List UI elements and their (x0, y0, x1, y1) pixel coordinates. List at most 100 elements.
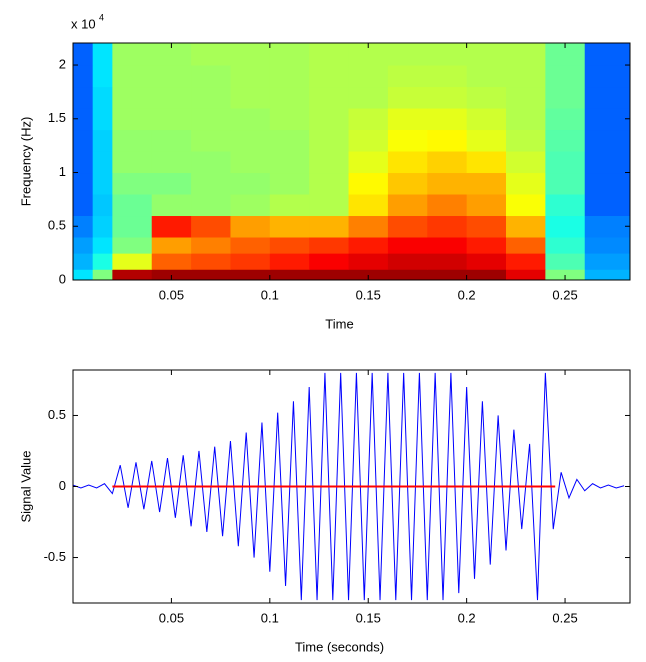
spectrogram-cell (545, 253, 586, 270)
spectrogram-cell (191, 65, 231, 88)
spectrogram-cell (191, 215, 231, 238)
spectrogram-cell (151, 151, 192, 174)
spectrogram-cell (92, 108, 113, 131)
spectrogram-cell (92, 129, 113, 152)
spectrogram-cell (348, 237, 389, 254)
spectrogram-cell (584, 129, 630, 152)
spectrogram-cell (92, 253, 113, 270)
spectrogram-cell (309, 253, 350, 270)
spectrogram-cell (269, 253, 310, 270)
spectrogram-cell (427, 129, 468, 152)
spectrogram-cell (545, 215, 586, 238)
spectrogram-cell (191, 108, 231, 131)
y-tick-label: 1 (59, 164, 66, 179)
spectrogram-cell (545, 172, 586, 195)
y-tick-label: 2 (59, 56, 66, 71)
spectrogram-cell (466, 172, 507, 195)
spectrogram-cell (545, 86, 586, 109)
x-tick-label: 0.1 (261, 610, 279, 625)
spectrogram-cell (230, 253, 271, 270)
spectrogram-cell (151, 269, 192, 280)
spectrogram-cell (387, 86, 428, 109)
spectrogram-cell (151, 172, 192, 195)
spectrogram-cell (309, 65, 350, 88)
spectrogram-cell (73, 253, 94, 270)
spectrogram-cell (112, 194, 153, 217)
spectrogram-cell (269, 43, 310, 66)
x-tick-label: 0.2 (458, 610, 476, 625)
spectrogram-cell (151, 65, 192, 88)
y-tick-label: 0.5 (48, 218, 66, 233)
spectrogram-cell (73, 269, 94, 280)
spectrogram-cell (348, 129, 389, 152)
spectrogram-cell (230, 172, 271, 195)
x-tick-label: 0.25 (552, 610, 577, 625)
spectrogram-cell (545, 269, 586, 280)
x-axis-label: Time (325, 316, 353, 331)
spectrogram-cell (506, 65, 546, 88)
spectrogram-cell (309, 151, 350, 174)
spectrogram-cell (73, 237, 94, 254)
spectrogram-cell (506, 194, 546, 217)
spectrogram-cell (191, 43, 231, 66)
spectrogram-cell (309, 108, 350, 131)
spectrogram-cell (545, 65, 586, 88)
x-tick-label: 0.1 (261, 287, 279, 302)
spectrogram-cell (466, 43, 507, 66)
spectrogram-cell (427, 194, 468, 217)
spectrogram-cell (269, 237, 310, 254)
spectrogram-cell (92, 237, 113, 254)
spectrogram-cell (427, 172, 468, 195)
spectrogram-cell (269, 172, 310, 195)
spectrogram-cell (92, 215, 113, 238)
axes-frame (72, 42, 631, 281)
spectrogram-cell (230, 237, 271, 254)
spectrogram-cell (191, 269, 231, 280)
spectrogram-cell (92, 43, 113, 66)
spectrogram-cell (348, 172, 389, 195)
spectrogram-cell (112, 215, 153, 238)
y-tick-label: 1.5 (48, 110, 66, 125)
spectrogram-cell (466, 194, 507, 217)
spectrogram-cell (506, 253, 546, 270)
spectrogram-cell (309, 269, 350, 280)
spectrogram-cell (151, 86, 192, 109)
spectrogram-cell (545, 151, 586, 174)
spectrogram-cell (230, 108, 271, 131)
spectrogram-cell (506, 237, 546, 254)
spectrogram-cell (73, 151, 94, 174)
spectrogram-cell (309, 86, 350, 109)
spectrogram-cell (73, 172, 94, 195)
spectrogram-cell (73, 108, 94, 131)
spectrogram-cell (151, 237, 192, 254)
spectrogram-cell (230, 65, 271, 88)
spectrogram-cell (73, 215, 94, 238)
spectrogram-cell (506, 269, 546, 280)
spectrogram-cell (230, 215, 271, 238)
spectrogram-cell (348, 253, 389, 270)
spectrogram-cell (506, 86, 546, 109)
spectrogram-cell (506, 108, 546, 131)
spectrogram-cell (151, 253, 192, 270)
spectrogram-cell (427, 215, 468, 238)
spectrogram-cell (112, 253, 153, 270)
spectrogram-cell (191, 253, 231, 270)
spectrogram-cell (348, 194, 389, 217)
x-tick-label: 0.15 (356, 287, 381, 302)
spectrogram-cell (466, 269, 507, 280)
spectrogram-cell (73, 43, 94, 66)
spectrogram-cell (506, 172, 546, 195)
spectrogram-cell (466, 237, 507, 254)
spectrogram-cell (506, 151, 546, 174)
spectrogram-cell (348, 151, 389, 174)
spectrogram-cell (269, 108, 310, 131)
spectrogram-cell (427, 65, 468, 88)
spectrogram-cell (348, 269, 389, 280)
spectrogram-cell (309, 172, 350, 195)
spectrogram-cell (191, 172, 231, 195)
spectrogram-cell (466, 215, 507, 238)
spectrogram-cell (92, 65, 113, 88)
spectrogram-cell (92, 194, 113, 217)
spectrogram-cell (387, 237, 428, 254)
spectrogram-cell (466, 129, 507, 152)
